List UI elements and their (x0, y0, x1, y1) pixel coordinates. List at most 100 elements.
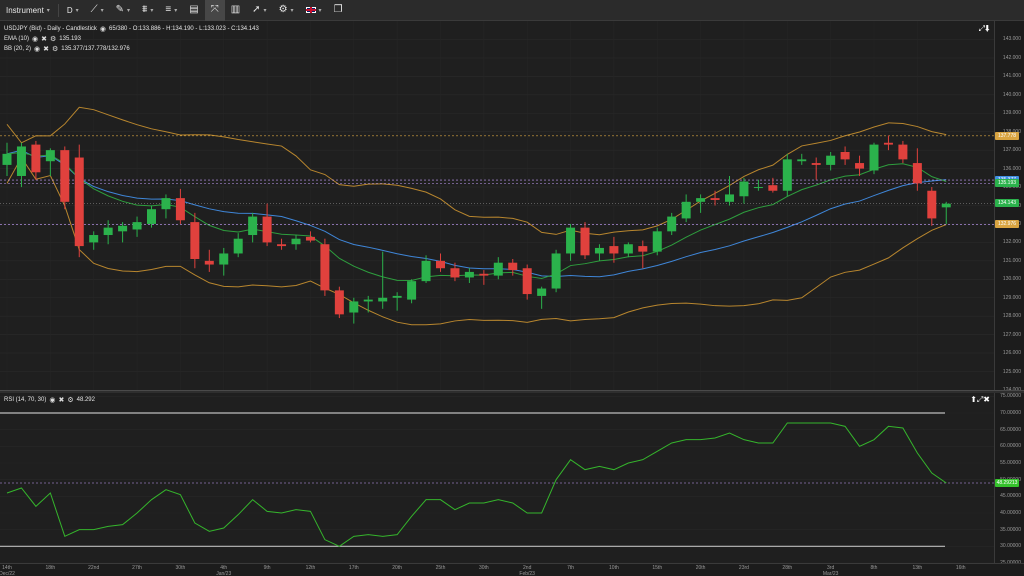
rsi-axis[interactable]: 75.00000 70.00000 65.00000 60.00000 55.00000… (994, 393, 1024, 566)
bull-candle (667, 216, 677, 232)
top-toolbar: Instrument ▾ D ▾ ⟋ ▾ ✎ ▾ ⩩ ▾ ≡ ▾ ▤ ⤧ ▥ ➚… (0, 0, 1024, 21)
pen-tools-menu[interactable]: ✎ ▾ (110, 0, 136, 21)
bear-candle (710, 198, 720, 200)
uk-flag-icon (305, 7, 316, 13)
indicators-button[interactable]: ▥ (225, 0, 246, 21)
bear-candle (175, 198, 185, 221)
eye-icon[interactable]: ◉ (99, 26, 107, 33)
date-tick-label: 8th (870, 565, 878, 571)
bull-candle (493, 262, 503, 276)
new-window-button[interactable]: ❐ (328, 0, 349, 21)
bull-candle (551, 253, 561, 289)
price-badge: 134.143 (995, 198, 1019, 207)
date-tick-label: 20th (392, 565, 402, 571)
rsi-tick-label: 65.00000 (1000, 426, 1021, 433)
bull-candle (2, 153, 12, 165)
bull-candle (378, 297, 388, 302)
price-tick-label: 130.000 (1002, 276, 1021, 283)
timeframe-menu[interactable]: D ▾ (61, 0, 85, 21)
patterns-menu[interactable]: ⩩ ▾ (136, 0, 159, 21)
eye-icon[interactable]: ◉ (49, 397, 56, 404)
crosshair-button[interactable]: ⤧ (204, 0, 225, 21)
bear-candle (436, 260, 445, 269)
close-icon[interactable]: ✖ (43, 46, 49, 53)
rsi-line (6, 422, 947, 547)
bull-candle (248, 216, 258, 236)
language-menu[interactable]: ▾ (300, 0, 328, 21)
bear-candle (277, 244, 287, 247)
rsi-chart[interactable] (0, 393, 994, 563)
bull-candle (219, 253, 229, 265)
layout-button[interactable]: ▤ (183, 0, 204, 21)
price-chart-pane[interactable]: USDJPY (Bid) - Daily - Candlestick ◉ 65/… (0, 21, 994, 390)
bear-candle (768, 185, 778, 191)
price-tick-label: 135.000 (1002, 184, 1021, 191)
eye-icon[interactable]: ◉ (32, 36, 39, 43)
price-axis[interactable]: 143.000 142.000 141.000 140.000 139.000 138.0… (994, 21, 1024, 393)
date-axis[interactable]: 14th 18th 22nd 27th 30th 4th 9th 12th 17th 20th 25… (0, 563, 1024, 576)
toolbar-divider (57, 3, 59, 17)
settings-menu[interactable]: ⚙ ▾ (273, 0, 300, 21)
bear-candle (522, 268, 532, 295)
bear-candle (508, 262, 518, 271)
price-tick-label: 132.000 (1002, 239, 1021, 246)
gear-icon[interactable]: ⚙ (67, 397, 74, 404)
chevron-down-icon: ▾ (100, 7, 104, 14)
close-icon[interactable]: ✖ (41, 36, 47, 43)
date-tick-label: 13th (912, 565, 923, 571)
price-tick-label: 136.000 (1002, 165, 1021, 172)
chevron-down-icon: ▾ (75, 7, 79, 14)
chevron-down-icon: ▾ (46, 7, 50, 14)
trend-menu[interactable]: ➚ ▾ (246, 0, 272, 21)
eye-icon[interactable]: ◉ (34, 46, 41, 53)
bear-candle (811, 163, 821, 165)
gear-icon[interactable]: ⚙ (52, 46, 59, 53)
chevron-down-icon: ▾ (127, 7, 131, 14)
date-tick-label: 16th (955, 565, 966, 571)
gear-icon[interactable]: ⚙ (50, 36, 57, 43)
pane-divider[interactable] (0, 390, 1024, 393)
bull-candle (16, 146, 26, 176)
date-tick-label: 10th (609, 565, 619, 571)
bull-candle (782, 159, 792, 191)
date-tick-label: 12th (305, 565, 316, 571)
drawing-tools-menu[interactable]: ⟋ ▾ (85, 0, 110, 21)
maximize-pane-icon[interactable]: ⤢⬇ (978, 24, 990, 33)
date-tick-label: 7th (567, 565, 575, 571)
rsi-value: 48.292 (76, 397, 95, 403)
date-tick-label: 30th (478, 565, 489, 571)
bear-candle (320, 244, 330, 291)
chevron-down-icon: ▾ (150, 7, 154, 14)
line-draw-icon: ⟋ (90, 4, 98, 15)
date-tick-label: 22nd (88, 565, 100, 571)
date-tick-label: 28th (782, 565, 793, 571)
bear-candle (334, 290, 344, 315)
bull-candle (566, 227, 576, 254)
bull-candle (349, 301, 359, 313)
trend-arrow-icon: ➚ (252, 4, 261, 15)
price-tick-label: 143.000 (1002, 36, 1021, 43)
price-tick-label: 125.000 (1002, 368, 1021, 375)
bull-candle (89, 235, 99, 243)
bull-candle (725, 194, 734, 202)
close-icon[interactable]: ✖ (58, 397, 65, 404)
bb-upper-band (6, 106, 947, 236)
price-badge: 135.193 (995, 179, 1019, 188)
date-tick-label: 23rd (738, 565, 749, 571)
fibonacci-menu[interactable]: ≡ ▾ (159, 0, 183, 21)
instrument-menu[interactable]: Instrument ▾ (0, 0, 56, 21)
bull-candle (739, 181, 749, 197)
date-tick-label: 27th (132, 565, 142, 571)
instrument-title: USDJPY (Bid) - Daily - Candlestick (4, 26, 97, 32)
price-tick-label: 126.000 (1002, 350, 1021, 357)
price-chart[interactable] (0, 21, 994, 390)
bull-candle (363, 299, 373, 302)
rsi-tick-label: 35.00000 (1000, 526, 1021, 533)
ema-label: EMA (10) (4, 36, 30, 42)
rsi-pane[interactable]: RSI (14, 70, 30) ◉ ✖ ⚙ 48.292 ⬆⤢✖ (0, 393, 994, 563)
bull-candle (681, 201, 691, 219)
ohlc-readout: 65/380 - O:133.886 - H:134.190 - L:133.0… (109, 26, 259, 32)
bear-candle (262, 216, 272, 243)
rsi-pane-controls[interactable]: ⬆⤢✖ (970, 395, 990, 404)
bear-candle (927, 190, 937, 219)
